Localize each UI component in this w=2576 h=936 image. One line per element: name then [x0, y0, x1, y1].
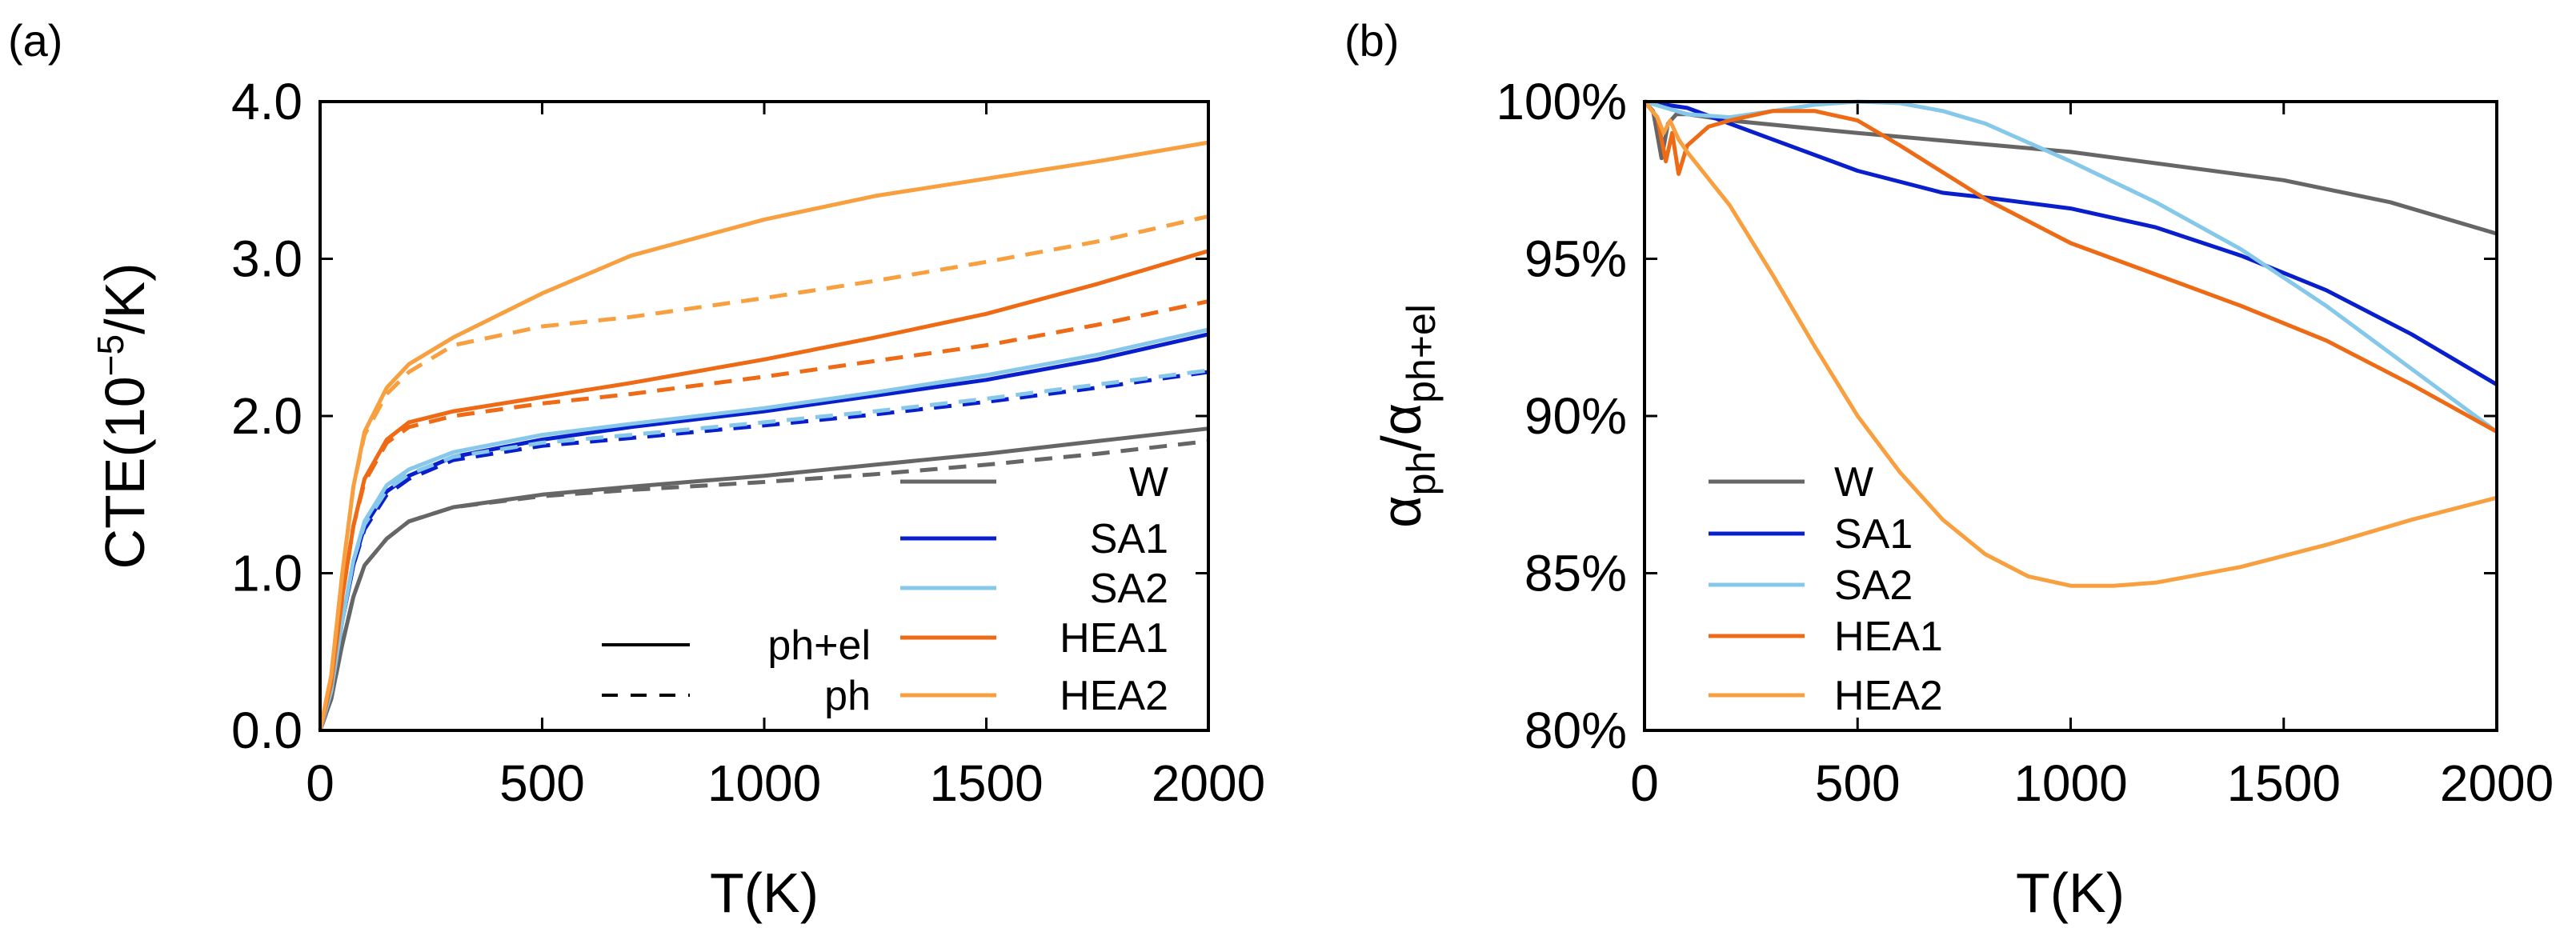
panel-a-line-w-ph-el [318, 426, 1209, 731]
panel-a-xtick-label-1000: 1000 [707, 754, 821, 812]
panel-a-ytick-label-3-0: 3.0 [231, 230, 302, 288]
panel-b-frame [1643, 100, 2498, 732]
panel-b-line-hea1 [1643, 100, 2498, 434]
panel-a-legend-label-sa1: SA1 [1090, 516, 1168, 562]
panel-b-xtick-label-500: 500 [1815, 754, 1901, 812]
panel-a-line-sa1-ph-el [318, 332, 1209, 731]
panel-a-xtick-label-500: 500 [499, 754, 585, 812]
panel-a-ytick-label-4-0: 4.0 [231, 73, 302, 130]
panel-b-ylabel-sub2: ph+el [1399, 304, 1444, 403]
panel-a-legend-label-hea1: HEA1 [1060, 615, 1168, 662]
panel-b-ticks: 0 500 1000 1500 2000 80% 85% 90% 95% 100% [1496, 73, 2554, 812]
panel-b-curves [1643, 99, 2498, 588]
panel-a-curves [318, 140, 1209, 731]
panel-b-label: (b) [1344, 15, 1399, 66]
panel-b-line-sa2 [1644, 99, 2498, 434]
panel-a-ytick-label-1-0: 1.0 [231, 545, 302, 602]
panel-a-ytick-label-0-0: 0.0 [231, 702, 302, 759]
panel-a-line-hea2-ph-el [318, 140, 1209, 731]
panel-a-xtick-label-0: 0 [306, 754, 335, 812]
panel-b-ytick-label-90: 90% [1524, 387, 1627, 445]
panel-a-ylabel-base: CTE(10 [94, 376, 156, 569]
panel-a-xlabel: T(K) [710, 862, 819, 924]
panel-b-xlabel: T(K) [2016, 862, 2125, 924]
panel-b-legend-label-w: W [1834, 459, 1873, 506]
panel-a-ticks: 0 500 1000 1500 2000 0.0 1.0 2.0 3.0 4.0 [231, 73, 1265, 812]
panel-a-xtick-label-1500: 1500 [929, 754, 1043, 812]
panel-a-ylabel-tail: /K) [94, 262, 156, 334]
panel-a-legend-label-sa2: SA2 [1090, 566, 1168, 612]
panel-b-ylabel-alpha: α [1370, 495, 1432, 527]
panel-b-ylabel-slash: /α [1370, 403, 1432, 451]
panel-a-ylabel-text: CTE(10−5/K) [90, 262, 156, 569]
panel-b-legend-label-hea2: HEA2 [1834, 673, 1943, 719]
panel-a-legend-label-hea2: HEA2 [1060, 673, 1168, 719]
panel-a-cte-chart: (a) 0 500 1000 1500 2000 0.0 1.0 2.0 3.0 4.0 W SA1… [8, 15, 1265, 924]
panel-b-ytick-label-85: 85% [1524, 545, 1627, 602]
panel-a-legend-style-label-ph-el: ph+el [767, 622, 871, 669]
panel-b-ytick-label-80: 80% [1524, 702, 1627, 759]
panel-b-legend-label-sa2: SA2 [1834, 562, 1913, 609]
panel-b-ytick-label-95: 95% [1524, 230, 1627, 288]
panel-a-line-w-ph [318, 438, 1209, 731]
panel-b-legend-label-sa1: SA1 [1834, 511, 1913, 558]
panel-b-ratio-chart: (b) 0 500 1000 1500 2000 80% 85% 90% 95% 100% W SA… [1344, 15, 2554, 924]
panel-a-ylabel: CTE(10−5/K) [90, 262, 156, 569]
panel-a-ylabel-sup: −5 [90, 334, 131, 376]
panel-b-line-w [1643, 100, 2498, 236]
panel-b-line-hea2 [1643, 100, 2498, 588]
panel-a-xtick-label-2000: 2000 [1152, 754, 1265, 812]
panel-a-legend-label-w: W [1129, 459, 1168, 506]
panel-a-line-sa2-ph-el [318, 327, 1209, 731]
panel-b-ylabel-text: αph/αph+el [1370, 304, 1444, 528]
panel-a-frame [318, 100, 1210, 732]
panel-a-line-hea1-ph [318, 299, 1209, 731]
panel-a-label: (a) [8, 15, 62, 66]
panel-b-ylabel-sub1: ph [1399, 451, 1444, 496]
panel-a-legend-style-label-ph: ph [824, 673, 871, 719]
panel-b-xtick-label-1500: 1500 [2227, 754, 2341, 812]
panel-b-ylabel: αph/αph+el [1370, 304, 1444, 528]
panel-a-line-hea1-ph-el [318, 249, 1209, 731]
panel-a-ytick-label-2-0: 2.0 [231, 387, 302, 445]
panel-b-legend-label-hea1: HEA1 [1834, 614, 1943, 660]
panel-b-ytick-label-100: 100% [1496, 73, 1627, 130]
panel-b-xtick-label-0: 0 [1630, 754, 1659, 812]
panel-b-xtick-label-1000: 1000 [2013, 754, 2127, 812]
panel-b-xtick-label-2000: 2000 [2440, 754, 2554, 812]
